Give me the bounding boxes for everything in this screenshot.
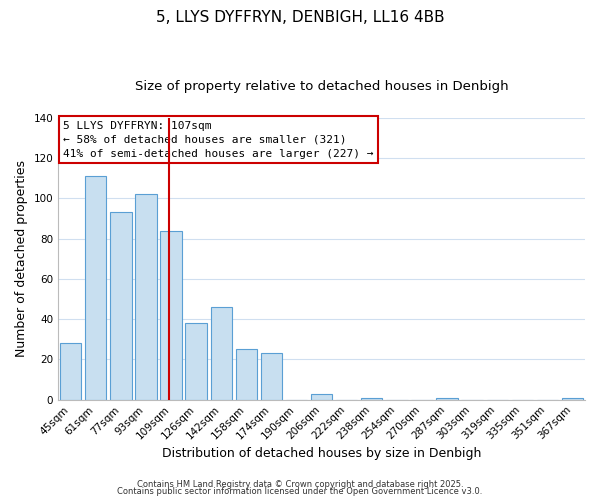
Text: Contains HM Land Registry data © Crown copyright and database right 2025.: Contains HM Land Registry data © Crown c…: [137, 480, 463, 489]
Text: 5, LLYS DYFFRYN, DENBIGH, LL16 4BB: 5, LLYS DYFFRYN, DENBIGH, LL16 4BB: [155, 10, 445, 25]
Bar: [211, 307, 232, 400]
Bar: [60, 344, 82, 400]
Bar: [185, 323, 207, 400]
Title: Size of property relative to detached houses in Denbigh: Size of property relative to detached ho…: [135, 80, 508, 93]
Y-axis label: Number of detached properties: Number of detached properties: [15, 160, 28, 358]
Bar: [236, 350, 257, 400]
Text: Contains public sector information licensed under the Open Government Licence v3: Contains public sector information licen…: [118, 488, 482, 496]
Bar: [562, 398, 583, 400]
Bar: [311, 394, 332, 400]
Bar: [85, 176, 106, 400]
Text: 5 LLYS DYFFRYN: 107sqm
← 58% of detached houses are smaller (321)
41% of semi-de: 5 LLYS DYFFRYN: 107sqm ← 58% of detached…: [64, 120, 374, 158]
Bar: [136, 194, 157, 400]
Bar: [261, 354, 282, 400]
Bar: [436, 398, 458, 400]
Bar: [110, 212, 131, 400]
Bar: [361, 398, 382, 400]
X-axis label: Distribution of detached houses by size in Denbigh: Distribution of detached houses by size …: [162, 447, 481, 460]
Bar: [160, 230, 182, 400]
